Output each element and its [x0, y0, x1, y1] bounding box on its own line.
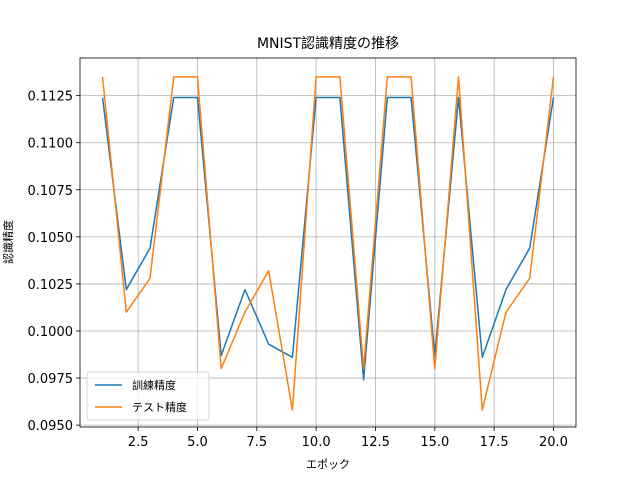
lines-layer — [101, 76, 555, 411]
ticks-layer: 2.5 5.0 7.5 10.0 12.5 15.0 17.5 20.0 0.0950 0.097… — [28, 90, 568, 450]
y-tick-label: 0.1125 — [28, 90, 74, 105]
legend-label-train: 訓練精度 — [132, 378, 176, 392]
chart-title: MNIST認識精度の推移 — [257, 36, 399, 52]
y-tick-label: 0.0975 — [28, 372, 74, 387]
x-tick-label: 20.0 — [539, 435, 568, 450]
y-tick-label: 0.1100 — [28, 137, 74, 152]
y-tick-label: 0.1075 — [28, 184, 74, 199]
x-tick-label: 7.5 — [246, 435, 267, 450]
x-tick-label: 15.0 — [420, 435, 449, 450]
series-line-test — [101, 76, 555, 411]
y-axis-label: 認識精度 — [1, 220, 15, 264]
plot-frame — [79, 57, 577, 428]
y-tick-label: 0.1000 — [28, 325, 74, 340]
legend-label-test: テスト精度 — [132, 400, 187, 414]
y-tick-label: 0.1025 — [28, 278, 74, 293]
legend-box — [86, 371, 210, 421]
y-tick-label: 0.0950 — [28, 419, 74, 434]
y-tick-label: 0.1050 — [28, 231, 74, 246]
x-tick-label: 10.0 — [302, 435, 331, 450]
legend: 訓練精度 テスト精度 — [86, 371, 210, 421]
x-tick-label: 17.5 — [480, 435, 509, 450]
x-tick-label: 5.0 — [187, 435, 208, 450]
x-axis-label: エポック — [306, 458, 350, 471]
series-line-train — [101, 96, 555, 381]
x-tick-label: 2.5 — [128, 435, 149, 450]
x-tick-label: 12.5 — [361, 435, 390, 450]
